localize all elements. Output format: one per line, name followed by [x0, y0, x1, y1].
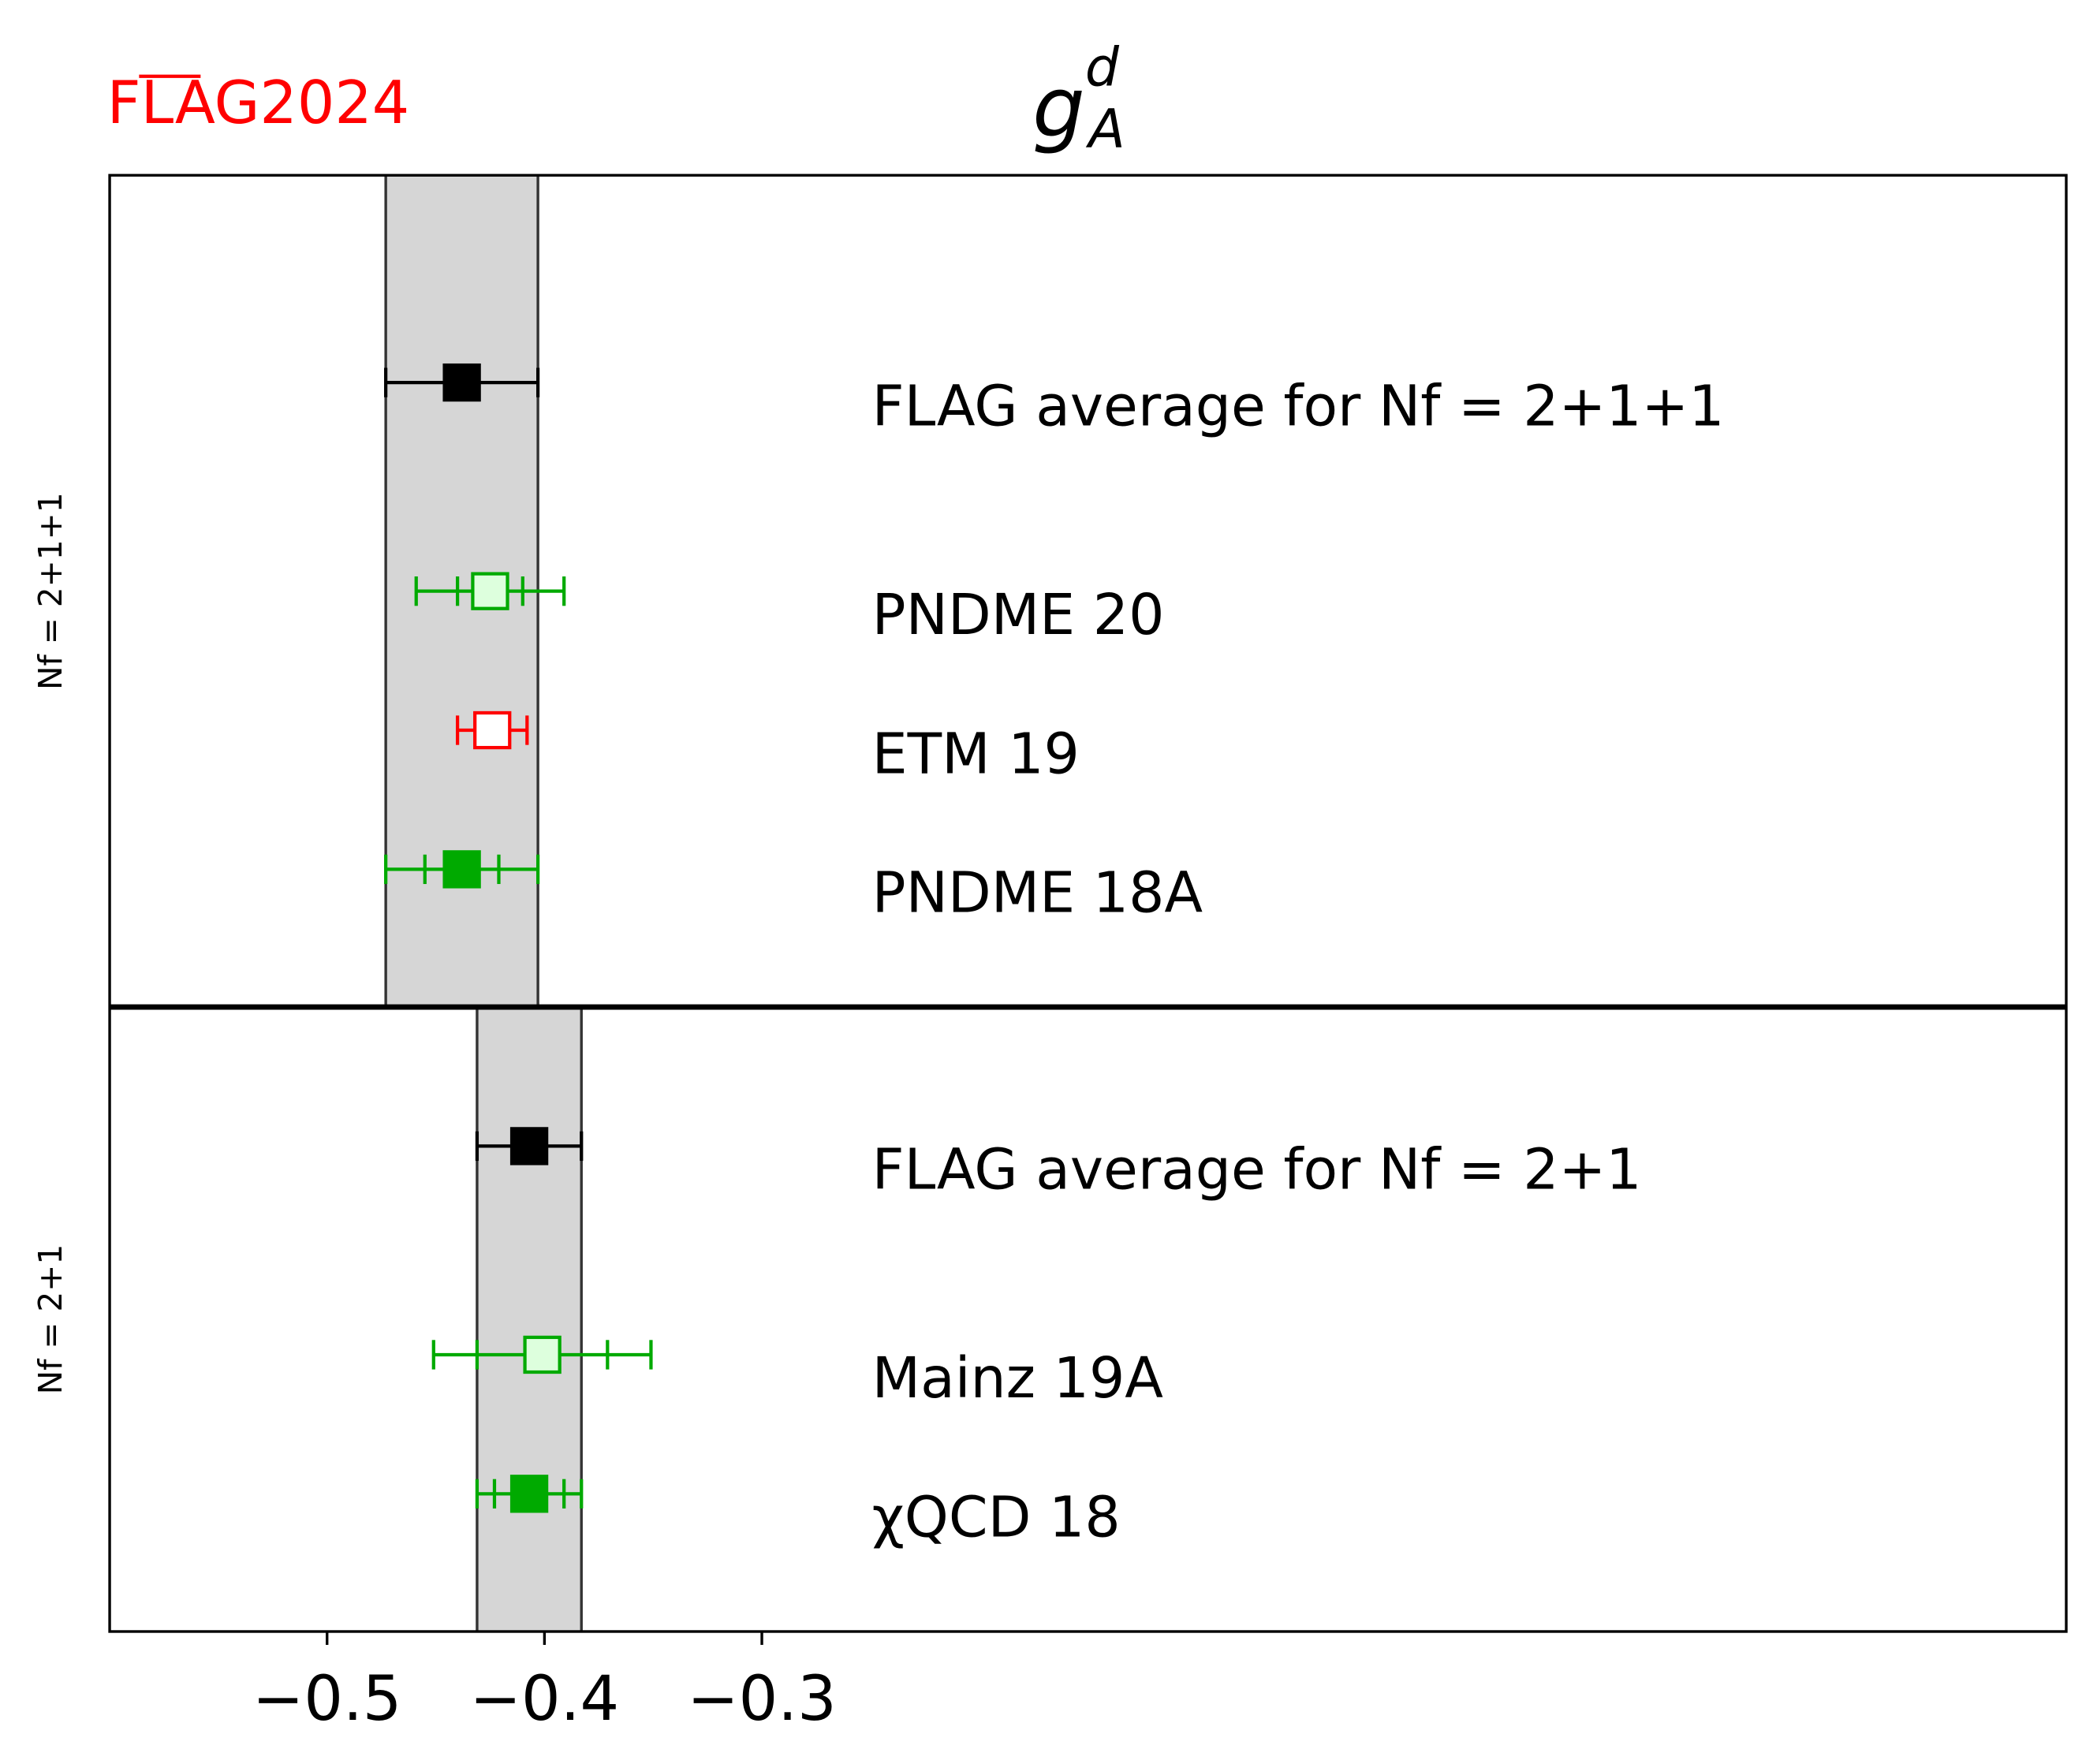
title-base: g	[1032, 59, 1085, 156]
entry-label: ETM 19	[872, 721, 1080, 786]
entry-label: PNDME 18A	[872, 860, 1203, 926]
marker	[509, 1127, 549, 1165]
entry-label: PNDME 20	[872, 582, 1165, 647]
logo: FLAG2024	[107, 69, 410, 137]
chart-title: gd A	[1032, 36, 1125, 160]
x-tick-label: −0.3	[687, 1664, 836, 1735]
plot-frame	[108, 173, 2068, 1633]
marker	[509, 1475, 549, 1513]
entry-label: FLAG average for Nf = 2+1	[872, 1137, 1642, 1203]
average-band	[476, 1007, 582, 1632]
marker	[471, 572, 509, 610]
x-tick-label: −0.5	[252, 1664, 401, 1735]
entry-label: FLAG average for Nf = 2+1+1	[872, 373, 1725, 438]
marker	[442, 850, 481, 889]
marker	[473, 710, 512, 750]
title-sup: d	[1085, 36, 1120, 99]
marker	[442, 363, 481, 402]
marker	[523, 1335, 562, 1374]
entry-label: χQCD 18	[872, 1485, 1121, 1550]
panel-label: Nf = 2+1+1	[32, 492, 69, 690]
x-tick-label: −0.4	[470, 1664, 619, 1735]
entry-label: Mainz 19A	[872, 1345, 1164, 1411]
panel-label: Nf = 2+1	[32, 1244, 69, 1395]
title-sub: A	[1085, 98, 1125, 160]
